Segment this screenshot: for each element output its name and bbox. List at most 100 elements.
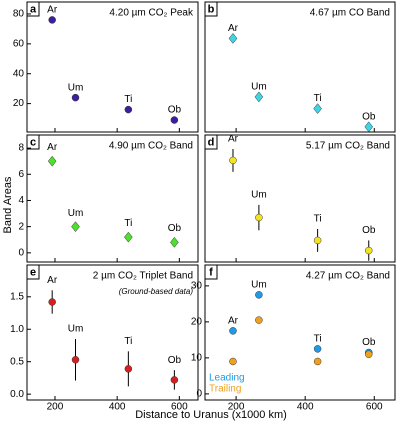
point	[255, 213, 263, 222]
y-tick-label: 0.0	[10, 389, 24, 400]
point-label: Ar	[228, 134, 239, 145]
y-tick-label: 1.5	[10, 291, 24, 302]
panel-label: c	[30, 136, 36, 148]
point	[170, 236, 179, 248]
point	[170, 376, 179, 384]
point-label: Ob	[362, 225, 376, 236]
point-label: Ar	[47, 275, 58, 286]
point	[48, 298, 56, 306]
panel-label-box	[26, 1, 40, 17]
point	[255, 291, 263, 299]
x-tick-label: 400	[109, 402, 126, 413]
point-label: Um	[251, 189, 267, 200]
point	[254, 91, 264, 103]
point	[364, 350, 373, 359]
y-tick-label: 80	[13, 9, 25, 20]
point	[255, 316, 263, 324]
panel-label: b	[208, 3, 215, 15]
point-label: Um	[251, 82, 267, 93]
point	[229, 357, 237, 366]
y-tick-label: 0	[18, 247, 24, 258]
point	[71, 221, 80, 233]
panel-label-box	[204, 264, 218, 280]
panel-title: 4.90 µm CO₂ Band	[109, 141, 193, 152]
point-label: Ti	[124, 218, 132, 229]
panel-frame	[204, 264, 396, 401]
panel-note: (Ground-based data)	[119, 287, 194, 296]
point	[71, 93, 80, 102]
y-tick-label: 8	[18, 143, 24, 154]
point-label: Um	[68, 208, 84, 219]
y-tick-label: 2	[18, 221, 24, 232]
panel-frame	[26, 134, 199, 263]
panel-label: d	[208, 136, 215, 148]
point	[229, 156, 237, 165]
x-tick-label: 600	[366, 402, 383, 413]
point	[228, 32, 238, 44]
y-tick-label: 30	[191, 281, 203, 292]
y-tick-label: 6	[18, 169, 24, 180]
x-tick-label: 200	[228, 402, 245, 413]
panel-frame	[204, 134, 396, 263]
point	[313, 236, 322, 245]
panel-label-box	[204, 134, 218, 150]
point-label: Ti	[314, 214, 322, 225]
point-label: Ob	[168, 223, 182, 234]
panel-frame	[26, 1, 199, 133]
point	[170, 116, 179, 124]
legend-entry: Leading	[209, 373, 245, 384]
y-tick-label: 20	[191, 317, 203, 328]
x-tick-label: 200	[47, 402, 64, 413]
y-tick-label: 0	[196, 389, 202, 400]
panel-label-box	[26, 134, 40, 150]
point	[313, 345, 322, 353]
point	[71, 356, 80, 364]
point-label: Ob	[362, 337, 376, 348]
point	[313, 103, 322, 115]
y-tick-label: 10	[191, 353, 203, 364]
y-tick-label: 40	[13, 68, 25, 79]
y-tick-label: 1.0	[10, 324, 24, 335]
panel-title: 5.17 µm CO₂ Band	[306, 141, 390, 152]
point-label: Um	[68, 324, 84, 335]
point	[47, 155, 57, 167]
point	[364, 121, 374, 133]
point-label: Ar	[228, 23, 239, 34]
point-label: Ob	[168, 105, 182, 116]
x-tick-label: 400	[297, 402, 314, 413]
point-label: Ob	[362, 111, 376, 122]
panel-label-box	[26, 264, 40, 280]
point-label: Ti	[314, 93, 322, 104]
point-label: Ar	[47, 142, 58, 153]
y-axis-label: Band Areas	[2, 176, 14, 233]
y-tick-label: 60	[13, 38, 25, 49]
point	[124, 365, 133, 373]
x-axis-label: Distance to Uranus (x1000 km)	[135, 409, 287, 421]
point-label: Ti	[124, 94, 132, 105]
point	[364, 246, 373, 255]
point-label: Ti	[124, 336, 132, 347]
panel-title: 4.67 µm CO Band	[310, 8, 390, 19]
point	[313, 357, 322, 366]
y-tick-label: 4	[18, 195, 24, 206]
point	[229, 327, 237, 335]
point-label: Ob	[168, 355, 182, 366]
panel-title: 2 µm CO₂ Triplet Band	[93, 271, 193, 282]
panel-title: 4.27 µm CO₂ Band	[306, 271, 390, 282]
y-tick-label: 0.5	[10, 356, 24, 367]
x-tick-label: 600	[171, 402, 188, 413]
panel-label: a	[30, 3, 37, 15]
panel-frame	[26, 264, 199, 401]
point	[124, 105, 133, 114]
panel-label-box	[204, 1, 218, 17]
point	[124, 231, 133, 243]
y-tick-label: 20	[13, 98, 25, 109]
point-label: Ti	[314, 334, 322, 345]
point-label: Um	[251, 280, 267, 291]
panel-title: 4.20 µm CO₂ Peak	[109, 8, 194, 19]
point-label: Ar	[47, 5, 58, 16]
point-label: Um	[68, 82, 84, 93]
panel-label: f	[209, 266, 213, 278]
point	[48, 16, 56, 24]
